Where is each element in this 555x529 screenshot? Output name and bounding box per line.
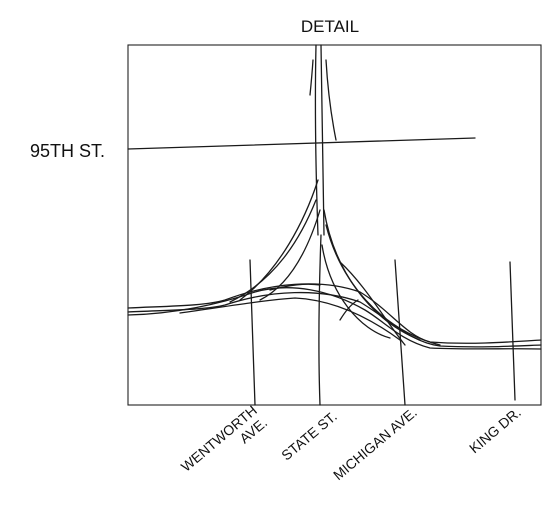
label-wentworth-ave: WENTWORTH AVE.	[178, 402, 270, 475]
road-state-st-south	[318, 234, 322, 406]
road-king-dr	[509, 261, 516, 401]
ramp-northeast-2	[325, 224, 441, 346]
expressway-local	[339, 299, 359, 321]
ramp-northeast-3	[321, 244, 391, 339]
road-state-st-north-4	[309, 59, 314, 96]
road-state-st-north-3	[325, 59, 337, 141]
expressway-westbound-1	[127, 283, 542, 344]
ramp-southwest	[269, 283, 321, 291]
label-michigan-ave: MICHIGAN AVE.	[330, 404, 420, 483]
map-title: DETAIL	[301, 17, 359, 36]
label-king-dr: KING DR.	[466, 404, 524, 456]
road-network	[127, 44, 542, 406]
label-95th-st: 95TH ST.	[30, 141, 105, 161]
label-state-st: STATE ST.	[278, 408, 340, 463]
road-state-st-north-1	[314, 44, 319, 236]
road-state-st-north-2	[320, 44, 325, 236]
map-frame	[127, 44, 542, 406]
road-wentworth-ave	[249, 259, 256, 406]
ramp-east-arc	[339, 261, 406, 346]
expressway-eastbound-2	[179, 297, 401, 341]
ramp-northwest-1	[239, 179, 319, 301]
ramp-northeast-1	[323, 209, 421, 341]
expressway-westbound-2	[127, 291, 542, 348]
expressway-eastbound-1	[127, 287, 542, 350]
road-michigan-ave	[394, 259, 406, 406]
road-95th-st	[127, 137, 476, 150]
